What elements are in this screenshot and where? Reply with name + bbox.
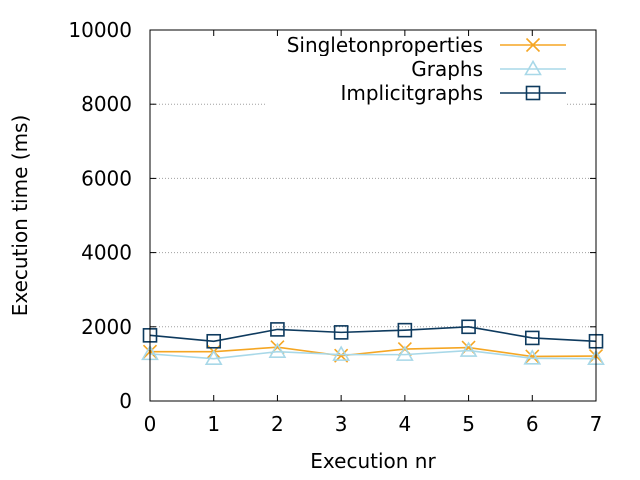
x-marker [525,349,540,364]
x-tick-label: 6 [526,412,539,436]
series-implicitgraphs [142,319,604,349]
y-tick-label: 4000 [81,241,132,265]
y-tick-label: 0 [119,389,132,413]
y-tick-label: 8000 [81,92,132,116]
series-group [141,319,605,366]
series-line [149,325,597,343]
legend-label: Implicitgraphs [340,81,483,105]
y-axis-label: Execution time (ms) [8,115,32,317]
x-tick-label: 4 [398,412,411,436]
triangle-marker [268,342,287,358]
series-line [149,349,597,360]
triangle-marker [395,345,414,361]
series-singletonproperties [142,340,604,364]
x-tick-label: 7 [590,412,603,436]
square-marker [524,330,540,346]
square-marker [397,322,413,338]
triangle-marker [459,341,478,357]
y-tick-label: 2000 [81,315,132,339]
square-marker [461,319,476,335]
x-tick-label: 0 [144,412,157,436]
triangle-marker [332,345,351,361]
legend-label: Singletonproperties [287,33,483,57]
square-marker [206,333,222,349]
y-tick-label: 10000 [68,18,132,42]
square-marker [270,322,285,337]
triangle-marker [524,59,542,76]
x-axis-label: Execution nr [310,449,436,473]
square-marker [333,325,349,340]
square-marker [525,85,541,101]
triangle-marker [523,349,542,365]
plot-frame [149,29,597,402]
grid-lines [150,103,596,328]
triangle-marker [204,349,223,366]
x-tick-label: 5 [462,412,475,436]
legend-label: Graphs [411,57,483,81]
x-tick-label: 1 [207,412,220,436]
axis-ticks: 0 2000 4000 6000 8000 10000 0 1 2 3 4 5 6 7 [68,18,602,436]
series-graphs [141,341,605,366]
x-tick-label: 3 [335,412,348,436]
y-tick-label: 6000 [81,166,132,190]
x-marker [525,37,541,53]
x-tick-label: 2 [271,412,284,436]
series-line [150,346,597,358]
